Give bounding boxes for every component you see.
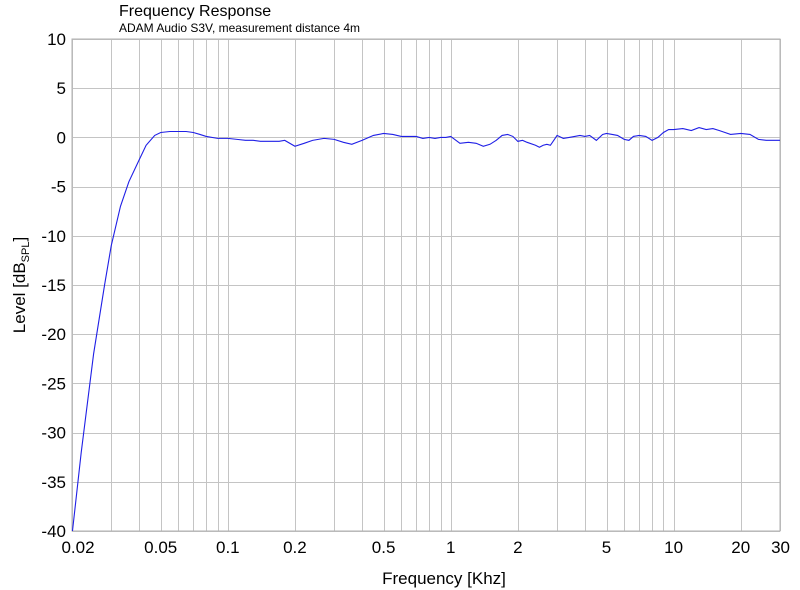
x-tick-label: 10 xyxy=(664,538,683,557)
x-tick-label: 0.02 xyxy=(61,538,94,557)
x-tick-label: 30 xyxy=(771,538,790,557)
frequency-response-line xyxy=(71,126,780,532)
x-axis-label: Frequency [Khz] xyxy=(382,569,506,588)
x-tick-label: 0.2 xyxy=(283,538,307,557)
x-tick-label: 0.1 xyxy=(216,538,240,557)
x-tick-labels: 0.02 0.05 0.1 0.2 0.5 1 2 5 10 20 30 xyxy=(61,538,790,557)
y-tick-label: 10 xyxy=(47,30,66,49)
x-tick-label: 0.05 xyxy=(144,538,177,557)
y-tick-label: -10 xyxy=(41,227,66,246)
y-tick-labels: 10 5 0 -5 -10 -15 -20 -25 -30 -35 -40 xyxy=(41,30,66,541)
x-tick-label: 1 xyxy=(446,538,455,557)
plot-frame xyxy=(71,38,781,532)
x-tick-label: 2 xyxy=(513,538,522,557)
y-tick-label: -15 xyxy=(41,276,66,295)
chart-subtitle: ADAM Audio S3V, measurement distance 4m xyxy=(119,21,360,35)
y-tick-label: -20 xyxy=(41,325,66,344)
y-axis-label-close: ] xyxy=(10,237,29,242)
x-tick-label: 5 xyxy=(602,538,611,557)
y-axis-label-sub: SPL xyxy=(20,242,32,263)
y-axis-label: Level [dBSPL] xyxy=(10,237,32,333)
y-tick-label: 5 xyxy=(57,79,66,98)
x-tick-label: 20 xyxy=(731,538,750,557)
y-tick-label: -5 xyxy=(51,178,66,197)
grid-lines xyxy=(72,39,781,532)
chart-title: Frequency Response xyxy=(119,3,271,20)
y-tick-label: 0 xyxy=(57,128,66,147)
x-tick-label: 0.5 xyxy=(372,538,396,557)
y-tick-label: -25 xyxy=(41,374,66,393)
y-tick-label: -30 xyxy=(41,424,66,443)
y-axis-label-main: Level [dB xyxy=(10,262,29,333)
y-tick-label: -35 xyxy=(41,473,66,492)
y-tick-label: -40 xyxy=(41,522,66,541)
